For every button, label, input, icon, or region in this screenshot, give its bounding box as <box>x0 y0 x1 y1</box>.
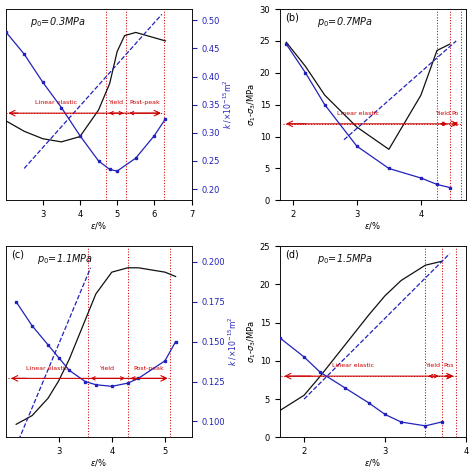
Text: $p_0$=0.3MPa: $p_0$=0.3MPa <box>29 15 86 29</box>
Text: (d): (d) <box>285 250 299 260</box>
Text: Yield: Yield <box>436 111 451 116</box>
Text: Yield: Yield <box>426 364 441 368</box>
X-axis label: $\varepsilon$/%: $\varepsilon$/% <box>90 457 107 468</box>
Text: Po: Po <box>452 111 459 116</box>
Text: Yield: Yield <box>109 100 124 106</box>
Y-axis label: $\sigma_1$-$\sigma_3$/MPa: $\sigma_1$-$\sigma_3$/MPa <box>246 320 258 363</box>
Text: Linear elastic: Linear elastic <box>26 366 68 371</box>
Y-axis label: $k$ /$\times$10$^{-15}$m$^2$: $k$ /$\times$10$^{-15}$m$^2$ <box>227 317 239 366</box>
Text: (b): (b) <box>285 13 299 23</box>
Text: $p_0$=1.1MPa: $p_0$=1.1MPa <box>37 252 93 266</box>
X-axis label: $\varepsilon$/%: $\varepsilon$/% <box>90 220 107 231</box>
Text: (c): (c) <box>11 250 24 260</box>
Text: Linear elastic: Linear elastic <box>337 111 380 116</box>
Y-axis label: $k$ /$\times$10$^{-15}$m$^2$: $k$ /$\times$10$^{-15}$m$^2$ <box>221 80 234 129</box>
Text: Post-peak: Post-peak <box>130 100 160 106</box>
Text: Linear elastic: Linear elastic <box>35 100 77 106</box>
X-axis label: $\varepsilon$/%: $\varepsilon$/% <box>365 457 381 468</box>
Text: Yield: Yield <box>100 366 115 371</box>
X-axis label: $\varepsilon$/%: $\varepsilon$/% <box>365 220 381 231</box>
Text: $p_0$=0.7MPa: $p_0$=0.7MPa <box>317 15 373 29</box>
Text: $p_0$=1.5MPa: $p_0$=1.5MPa <box>317 252 373 266</box>
Y-axis label: $\sigma_1$-$\sigma_3$/MPa: $\sigma_1$-$\sigma_3$/MPa <box>246 83 258 126</box>
Text: Linear elastic: Linear elastic <box>331 364 374 368</box>
Text: Post-peak: Post-peak <box>134 366 164 371</box>
Text: Pos: Pos <box>444 364 454 368</box>
